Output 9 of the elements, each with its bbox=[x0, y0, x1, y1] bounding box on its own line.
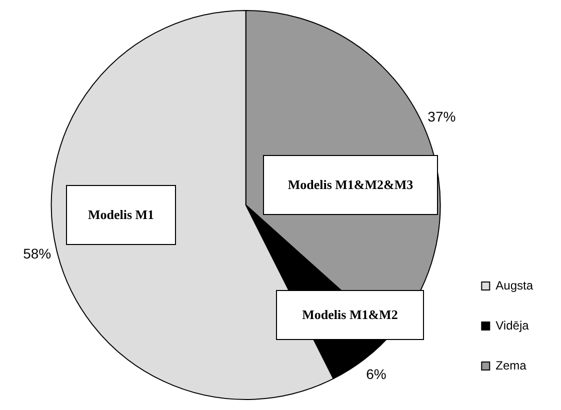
data-label: 37% bbox=[428, 108, 456, 124]
text: Modelis M1 bbox=[66, 185, 176, 245]
data-label: 6% bbox=[366, 366, 386, 382]
legend-label: Zema bbox=[496, 358, 527, 372]
text: Modelis M1&M2&M3 bbox=[263, 155, 438, 215]
legend-label: Vidēja bbox=[496, 318, 530, 332]
text: Modelis M1&M2 bbox=[276, 290, 424, 340]
legend-label: Augsta bbox=[496, 278, 534, 292]
data-label: 58% bbox=[23, 245, 52, 262]
